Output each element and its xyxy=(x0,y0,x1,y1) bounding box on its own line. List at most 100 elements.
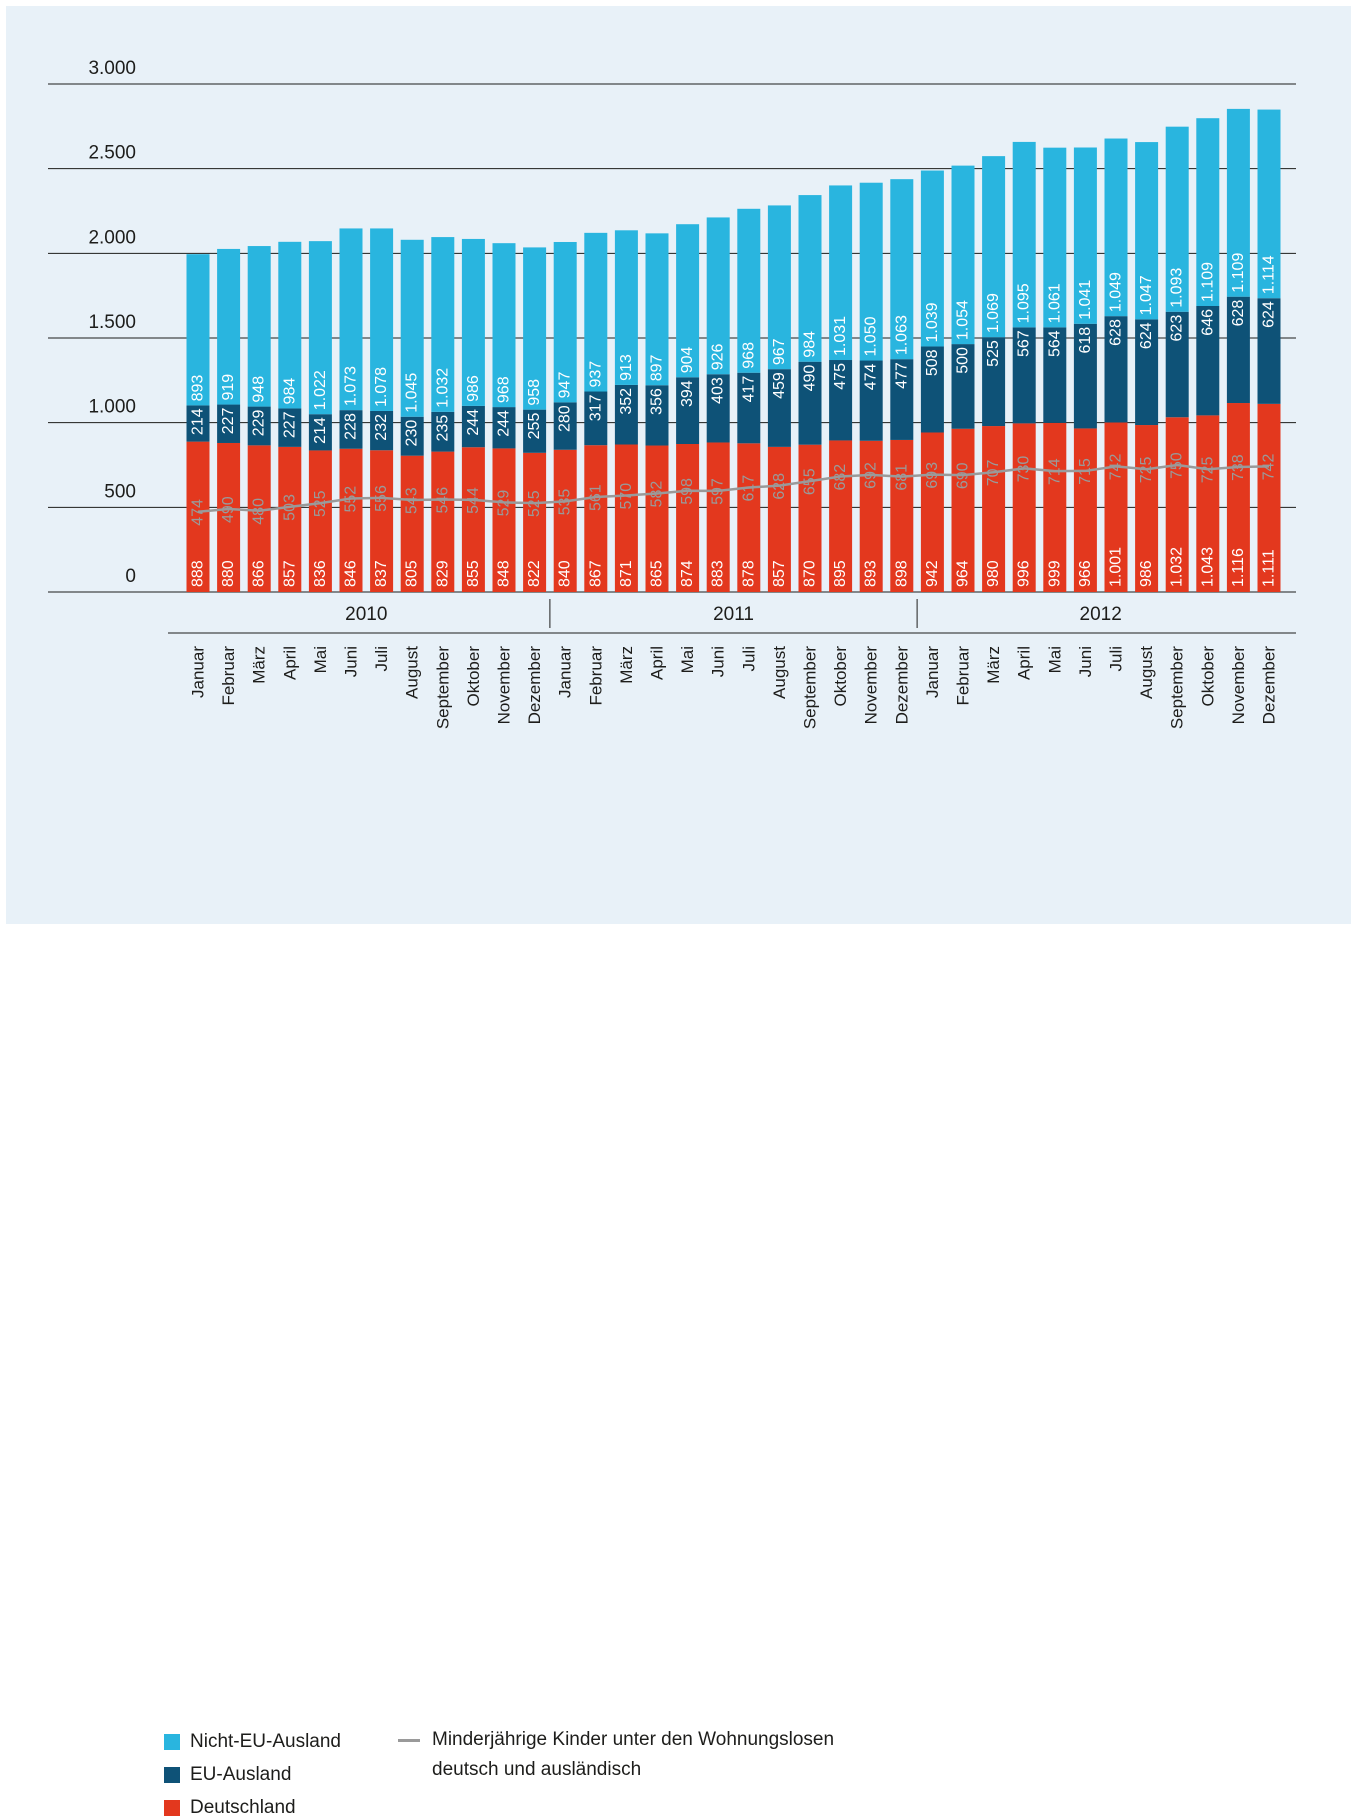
data-label-kinder: 556 xyxy=(373,485,390,512)
month-label: Februar xyxy=(219,646,238,706)
bar-nicht-eu-ausland xyxy=(461,238,485,406)
bar-eu-ausland xyxy=(553,402,577,450)
data-label-kinder: 681 xyxy=(893,464,910,491)
month-label: Oktober xyxy=(1198,646,1217,707)
data-label-deutschland: 855 xyxy=(465,560,482,587)
bar-nicht-eu-ausland xyxy=(1135,142,1159,320)
data-label-kinder: 503 xyxy=(281,494,298,521)
bar-nicht-eu-ausland xyxy=(278,241,302,409)
data-label-nicht-eu: 984 xyxy=(802,331,819,358)
data-label-eu: 508 xyxy=(924,349,941,376)
month-label: April xyxy=(1015,646,1034,680)
data-label-deutschland: 1.032 xyxy=(1169,547,1186,587)
legend-swatch-nicht-eu xyxy=(164,1734,180,1750)
bar-nicht-eu-ausland xyxy=(431,237,455,412)
month-label: Juli xyxy=(739,646,758,672)
data-label-eu: 214 xyxy=(190,408,207,435)
bar-deutschland xyxy=(920,432,944,592)
data-label-eu: 280 xyxy=(557,405,574,432)
bar-nicht-eu-ausland xyxy=(370,228,394,411)
data-label-kinder: 582 xyxy=(649,481,666,508)
data-label-eu: 227 xyxy=(281,411,298,438)
x-axis: 2010 2011 2012 Januar Februar März April Mai Jun… xyxy=(168,599,1296,729)
data-label-nicht-eu: 1.032 xyxy=(434,368,451,408)
month-label: Februar xyxy=(954,646,973,706)
bar-eu-ausland xyxy=(1196,305,1220,416)
bar-nicht-eu-ausland xyxy=(859,182,883,361)
data-label-eu: 477 xyxy=(893,362,910,389)
data-label-nicht-eu: 984 xyxy=(281,378,298,405)
bar-eu-ausland xyxy=(890,359,914,440)
data-label-deutschland: 837 xyxy=(373,560,390,587)
data-label-nicht-eu: 1.045 xyxy=(404,373,421,413)
data-label-nicht-eu: 919 xyxy=(220,374,237,401)
legend-swatch-deutschland xyxy=(164,1800,180,1816)
bar-eu-ausland xyxy=(614,384,638,445)
data-label-eu: 490 xyxy=(802,365,819,392)
bar-deutschland xyxy=(859,440,883,592)
month-label: Oktober xyxy=(831,646,850,707)
data-label-kinder: 529 xyxy=(496,490,513,517)
bar-nicht-eu-ausland xyxy=(890,179,914,360)
bar-deutschland xyxy=(1012,423,1036,592)
data-label-deutschland: 942 xyxy=(924,560,941,587)
data-label-kinder: 525 xyxy=(526,490,543,517)
data-label-deutschland: 999 xyxy=(1046,560,1063,587)
bar-eu-ausland xyxy=(492,407,516,449)
bar-deutschland xyxy=(737,443,761,592)
data-label-kinder: 750 xyxy=(1169,452,1186,479)
y-tick-label: 0 xyxy=(125,566,136,587)
y-axis-ticks: 0 500 1.000 1.500 2.000 2.500 3.000 xyxy=(88,58,136,587)
bar-deutschland xyxy=(431,451,455,592)
data-label-nicht-eu: 1.041 xyxy=(1077,280,1094,320)
bar-nicht-eu-ausland xyxy=(217,248,241,405)
data-label-eu: 244 xyxy=(465,409,482,436)
data-label-kinder: 692 xyxy=(863,462,880,489)
bar-nicht-eu-ausland xyxy=(920,170,944,347)
y-tick-label: 1.500 xyxy=(88,312,136,333)
data-label-nicht-eu: 926 xyxy=(710,343,727,370)
bar-eu-ausland xyxy=(1073,323,1097,429)
legend-label-eu: EU-Ausland xyxy=(190,1764,292,1785)
bar-nicht-eu-ausland xyxy=(1043,147,1067,328)
data-label-deutschland: 883 xyxy=(710,560,727,587)
data-label-eu: 214 xyxy=(312,417,329,444)
bar-eu-ausland xyxy=(339,410,363,449)
data-label-nicht-eu: 1.073 xyxy=(343,366,360,406)
bar-deutschland xyxy=(645,445,669,592)
data-labels: 888 474 214 893 880 490 227 919 866 480 229 948 857 5… xyxy=(190,253,1278,587)
data-label-nicht-eu: 1.063 xyxy=(893,315,910,355)
bar-nicht-eu-ausland xyxy=(829,185,853,361)
data-label-eu: 394 xyxy=(679,380,696,407)
children-line-path xyxy=(197,463,1270,513)
data-label-nicht-eu: 1.061 xyxy=(1046,283,1063,323)
data-label-nicht-eu: 904 xyxy=(679,346,696,373)
bar-nicht-eu-ausland xyxy=(186,254,210,406)
data-label-deutschland: 866 xyxy=(251,560,268,587)
data-label-kinder: 543 xyxy=(404,487,421,514)
data-label-kinder: 690 xyxy=(955,462,972,489)
data-label-eu: 646 xyxy=(1199,309,1216,336)
bar-nicht-eu-ausland xyxy=(1073,147,1097,324)
bar-deutschland xyxy=(890,439,914,592)
data-label-kinder: 742 xyxy=(1108,454,1125,481)
data-label-nicht-eu: 1.049 xyxy=(1108,272,1125,312)
bar-nicht-eu-ausland xyxy=(614,230,638,385)
month-label: Januar xyxy=(189,646,208,698)
month-label: Dezember xyxy=(525,646,544,725)
bar-nicht-eu-ausland xyxy=(1226,108,1250,297)
bar-nicht-eu-ausland xyxy=(645,233,669,386)
bar-eu-ausland xyxy=(308,414,332,451)
bar-eu-ausland xyxy=(645,385,669,446)
chart-panel: 0 500 1.000 1.500 2.000 2.500 3.000 888 474 214 8… xyxy=(6,6,1351,1818)
data-label-nicht-eu: 913 xyxy=(618,354,635,381)
data-label-kinder: 730 xyxy=(1016,456,1033,483)
data-label-nicht-eu: 897 xyxy=(649,354,666,381)
bar-nicht-eu-ausland xyxy=(492,243,516,408)
month-label: Januar xyxy=(556,646,575,698)
legend-item-deutschland: Deutschland xyxy=(164,1797,296,1819)
data-label-nicht-eu: 1.095 xyxy=(1016,283,1033,323)
bar-nicht-eu-ausland xyxy=(676,224,700,378)
bar-eu-ausland xyxy=(584,391,608,446)
data-label-kinder: 561 xyxy=(587,484,604,511)
